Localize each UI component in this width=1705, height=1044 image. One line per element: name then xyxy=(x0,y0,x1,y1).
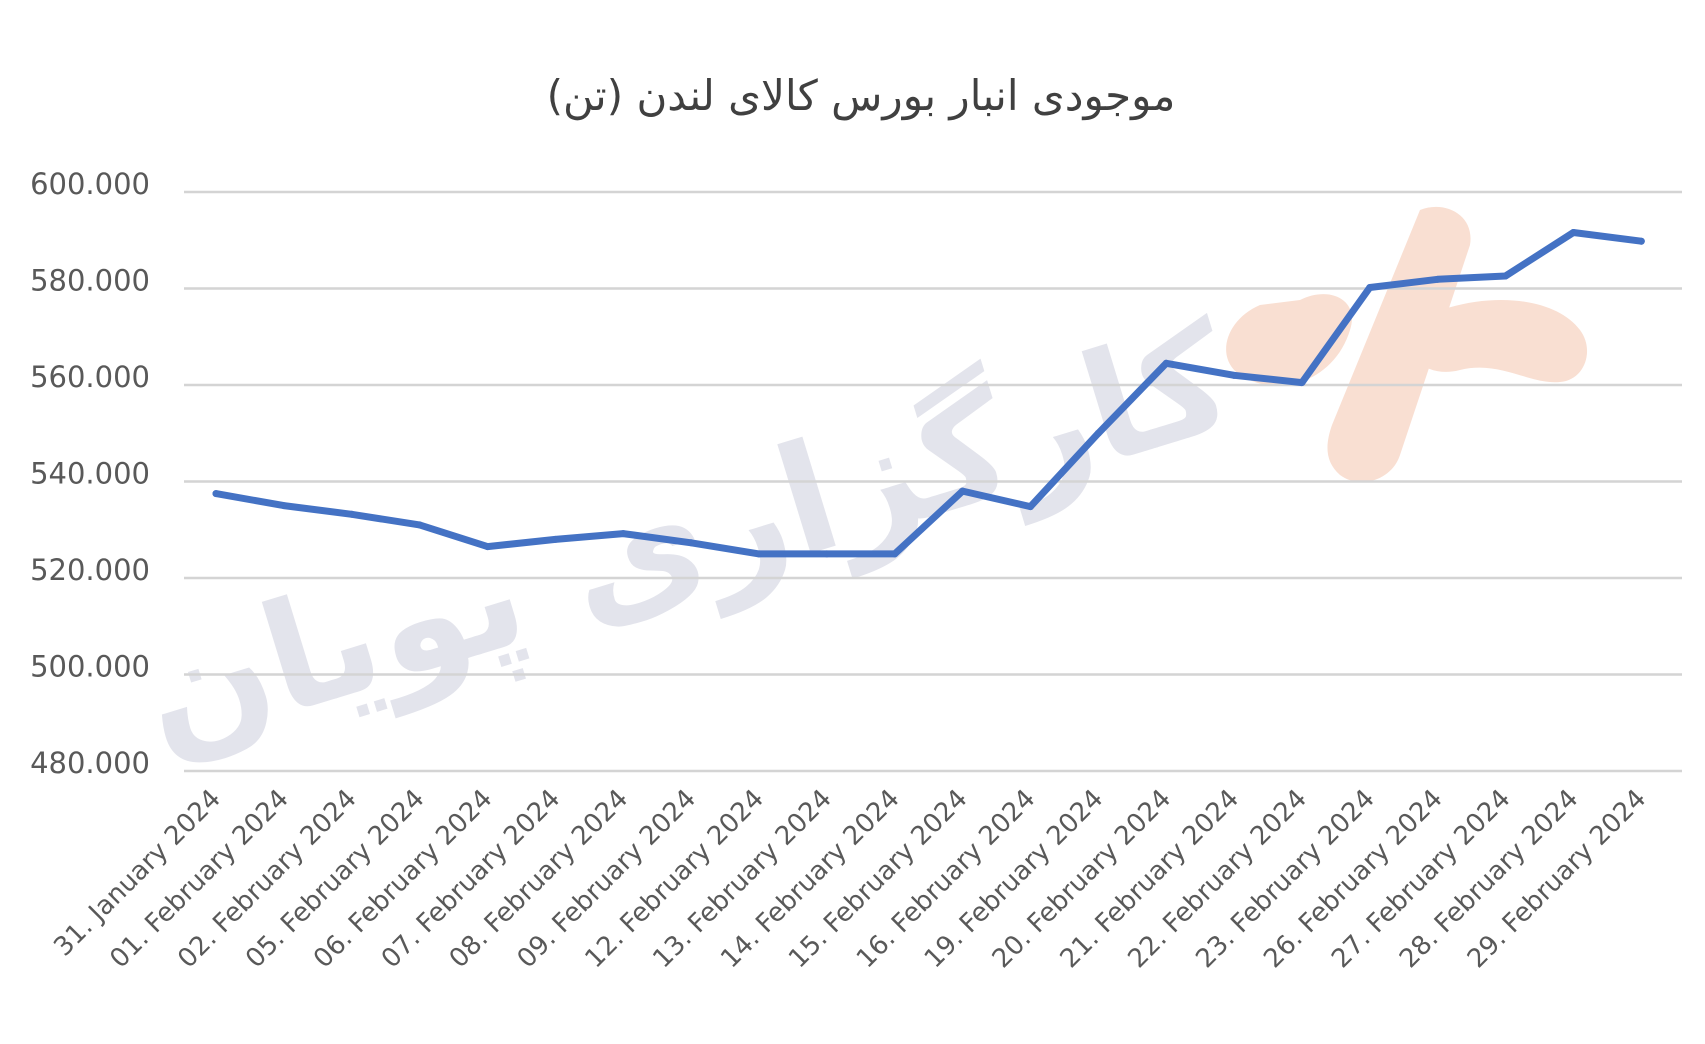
data-point xyxy=(891,550,899,558)
y-axis-ticks: 480.000 500.000 520.000 540.000 560.000 580.0… xyxy=(30,167,150,780)
y-tick-label: 540.000 xyxy=(30,457,150,491)
series-layer xyxy=(212,229,1645,558)
y-tick-label: 600.000 xyxy=(30,167,150,201)
y-tick-label: 560.000 xyxy=(30,360,150,394)
watermark-logo xyxy=(1226,206,1588,483)
data-point xyxy=(280,502,288,510)
data-point xyxy=(212,490,220,498)
data-point xyxy=(1162,359,1170,367)
watermark-logo-arm xyxy=(1400,300,1588,383)
data-point xyxy=(1569,229,1577,237)
data-point xyxy=(1434,275,1442,283)
data-point xyxy=(823,550,831,558)
data-point xyxy=(1366,284,1374,292)
data-point xyxy=(551,535,559,543)
watermark-text: کارگزاری پویان xyxy=(120,290,1252,788)
data-point xyxy=(1230,371,1238,379)
data-point xyxy=(1298,379,1306,387)
series-line xyxy=(212,229,1645,558)
data-point xyxy=(483,543,491,551)
data-point xyxy=(1026,503,1034,511)
data-point xyxy=(1637,237,1645,245)
y-tick-label: 580.000 xyxy=(30,264,150,298)
data-point xyxy=(619,530,627,538)
y-tick-label: 480.000 xyxy=(30,746,150,780)
watermark-logo-stem xyxy=(1327,206,1471,483)
data-point xyxy=(1094,429,1102,437)
data-point xyxy=(416,521,424,529)
data-point xyxy=(1502,272,1510,280)
data-point xyxy=(348,510,356,518)
y-tick-label: 520.000 xyxy=(30,553,150,587)
data-point xyxy=(755,550,763,558)
data-point xyxy=(687,539,695,547)
gridlines xyxy=(184,190,1682,773)
watermark-logo-hook xyxy=(1226,294,1352,386)
y-tick-label: 500.000 xyxy=(30,650,150,684)
data-point xyxy=(959,487,967,495)
chart-title: موجودی انبار بورس کالای لندن (تن) xyxy=(547,71,1176,120)
